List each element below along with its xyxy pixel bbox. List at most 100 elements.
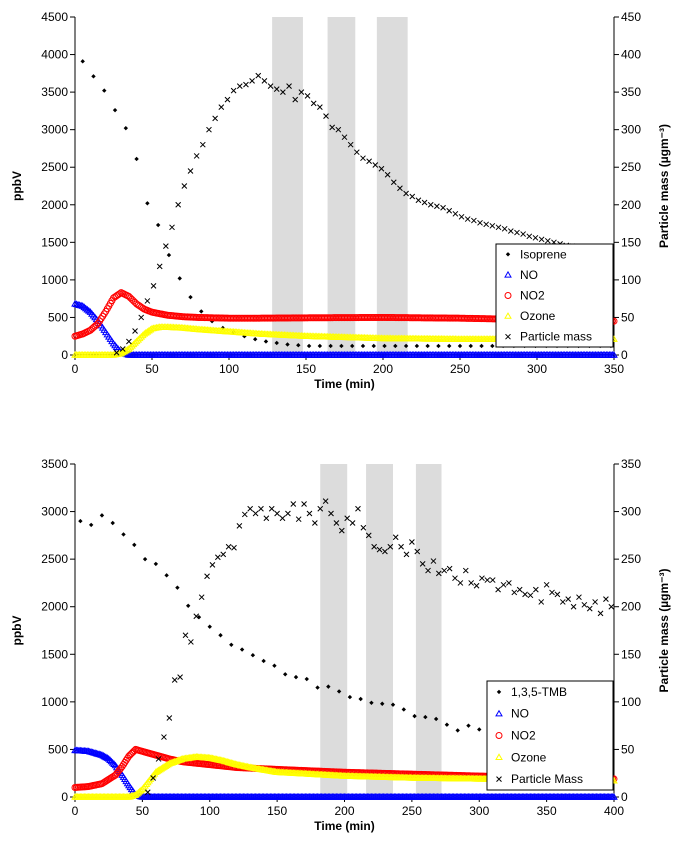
data-point — [103, 754, 112, 761]
data-point — [110, 760, 118, 767]
y2-tick-label: 250 — [621, 160, 641, 174]
legend-item: 1,3,5-TMB — [496, 685, 567, 699]
data-point — [199, 309, 204, 314]
data-point — [610, 350, 618, 358]
data-point — [543, 581, 550, 588]
shaded-region-3 — [415, 464, 442, 797]
shaded-region-3 — [376, 17, 408, 355]
data-point — [196, 614, 202, 620]
data-point — [181, 183, 188, 189]
data-point — [104, 754, 113, 762]
y-tick-label: 2000 — [41, 600, 68, 614]
data-point — [78, 518, 83, 524]
data-point — [477, 219, 483, 226]
data-point — [293, 674, 299, 680]
data-point — [317, 505, 324, 512]
y-tick-label: 4500 — [41, 10, 68, 24]
data-point — [520, 231, 526, 237]
legend-marker — [496, 776, 502, 782]
data-point — [376, 546, 383, 553]
y-tick-label: 2000 — [41, 198, 68, 212]
x-tick-label: 300 — [527, 362, 547, 376]
y2-tick-label: 150 — [621, 647, 641, 661]
data-point — [150, 283, 157, 289]
data-point — [427, 201, 434, 208]
data-point — [341, 134, 348, 141]
data-point — [526, 233, 533, 240]
legend-item: NO — [504, 268, 538, 282]
data-point — [452, 210, 459, 217]
y-tick-label: 0 — [61, 348, 68, 362]
series-no2 — [71, 289, 618, 340]
data-point — [522, 591, 528, 598]
chart-2: 0500100015002000250030003500050100150200… — [10, 457, 671, 833]
data-point — [214, 554, 221, 561]
y2-tick-label: 300 — [621, 123, 641, 137]
x-tick-label: 250 — [450, 362, 470, 376]
data-point — [267, 83, 274, 89]
legend-marker — [496, 689, 502, 695]
x-tick-label: 0 — [72, 362, 79, 376]
data-point — [144, 789, 151, 796]
y-tick-label: 3000 — [41, 123, 68, 137]
data-point — [177, 674, 183, 680]
data-point — [188, 294, 193, 300]
data-point — [185, 603, 191, 608]
data-point — [384, 171, 391, 178]
legend-marker — [495, 709, 503, 717]
data-point — [218, 633, 223, 638]
y2-tick-label: 350 — [621, 457, 641, 471]
data-point — [468, 580, 475, 586]
data-point — [164, 573, 169, 578]
data-point — [83, 305, 92, 313]
x-tick-label: 150 — [267, 804, 287, 818]
shaded-region-2 — [327, 17, 356, 355]
data-point — [360, 343, 366, 349]
x-tick-label: 100 — [219, 362, 239, 376]
data-point — [310, 100, 317, 107]
data-point — [273, 86, 280, 92]
data-point — [425, 343, 430, 349]
data-point — [603, 596, 609, 602]
data-point — [119, 346, 126, 352]
y-tick-label: 1000 — [41, 273, 68, 287]
legend-item: NO2 — [495, 729, 536, 743]
data-point — [382, 343, 387, 349]
data-point — [360, 524, 367, 531]
data-point — [286, 83, 292, 89]
data-point — [123, 125, 129, 131]
y2-axis-label: Particle mass (µgm⁻³) — [657, 569, 671, 693]
data-point — [387, 543, 394, 550]
x-tick-label: 350 — [537, 804, 557, 818]
legend-item: Particle Mass — [496, 772, 583, 786]
data-point — [134, 156, 139, 162]
y-tick-label: 500 — [48, 310, 68, 324]
data-point — [231, 544, 237, 551]
legend-label: 1,3,5-TMB — [511, 685, 567, 699]
y-axis-label: ppbV — [10, 616, 24, 646]
legend-item: Particle mass — [505, 330, 592, 344]
data-point — [169, 224, 175, 231]
data-point — [283, 672, 288, 677]
chart-1: 0500100015002000250030003500400045000501… — [10, 10, 671, 391]
data-point — [355, 505, 361, 512]
data-point — [435, 570, 442, 577]
data-point — [462, 567, 469, 574]
data-point — [279, 515, 286, 522]
data-point — [514, 229, 520, 236]
data-point — [339, 343, 344, 349]
y2-tick-label: 0 — [621, 348, 628, 362]
data-point — [126, 338, 132, 345]
data-point — [193, 153, 200, 159]
data-point — [156, 263, 163, 270]
data-point — [468, 343, 473, 349]
data-point — [292, 96, 299, 103]
y-tick-label: 3500 — [41, 85, 68, 99]
data-point — [511, 589, 518, 596]
data-point — [532, 234, 539, 241]
y2-tick-label: 100 — [621, 695, 641, 709]
data-point — [380, 701, 385, 706]
y2-tick-label: 150 — [621, 235, 641, 249]
legend-item: Isoprene — [505, 247, 567, 261]
